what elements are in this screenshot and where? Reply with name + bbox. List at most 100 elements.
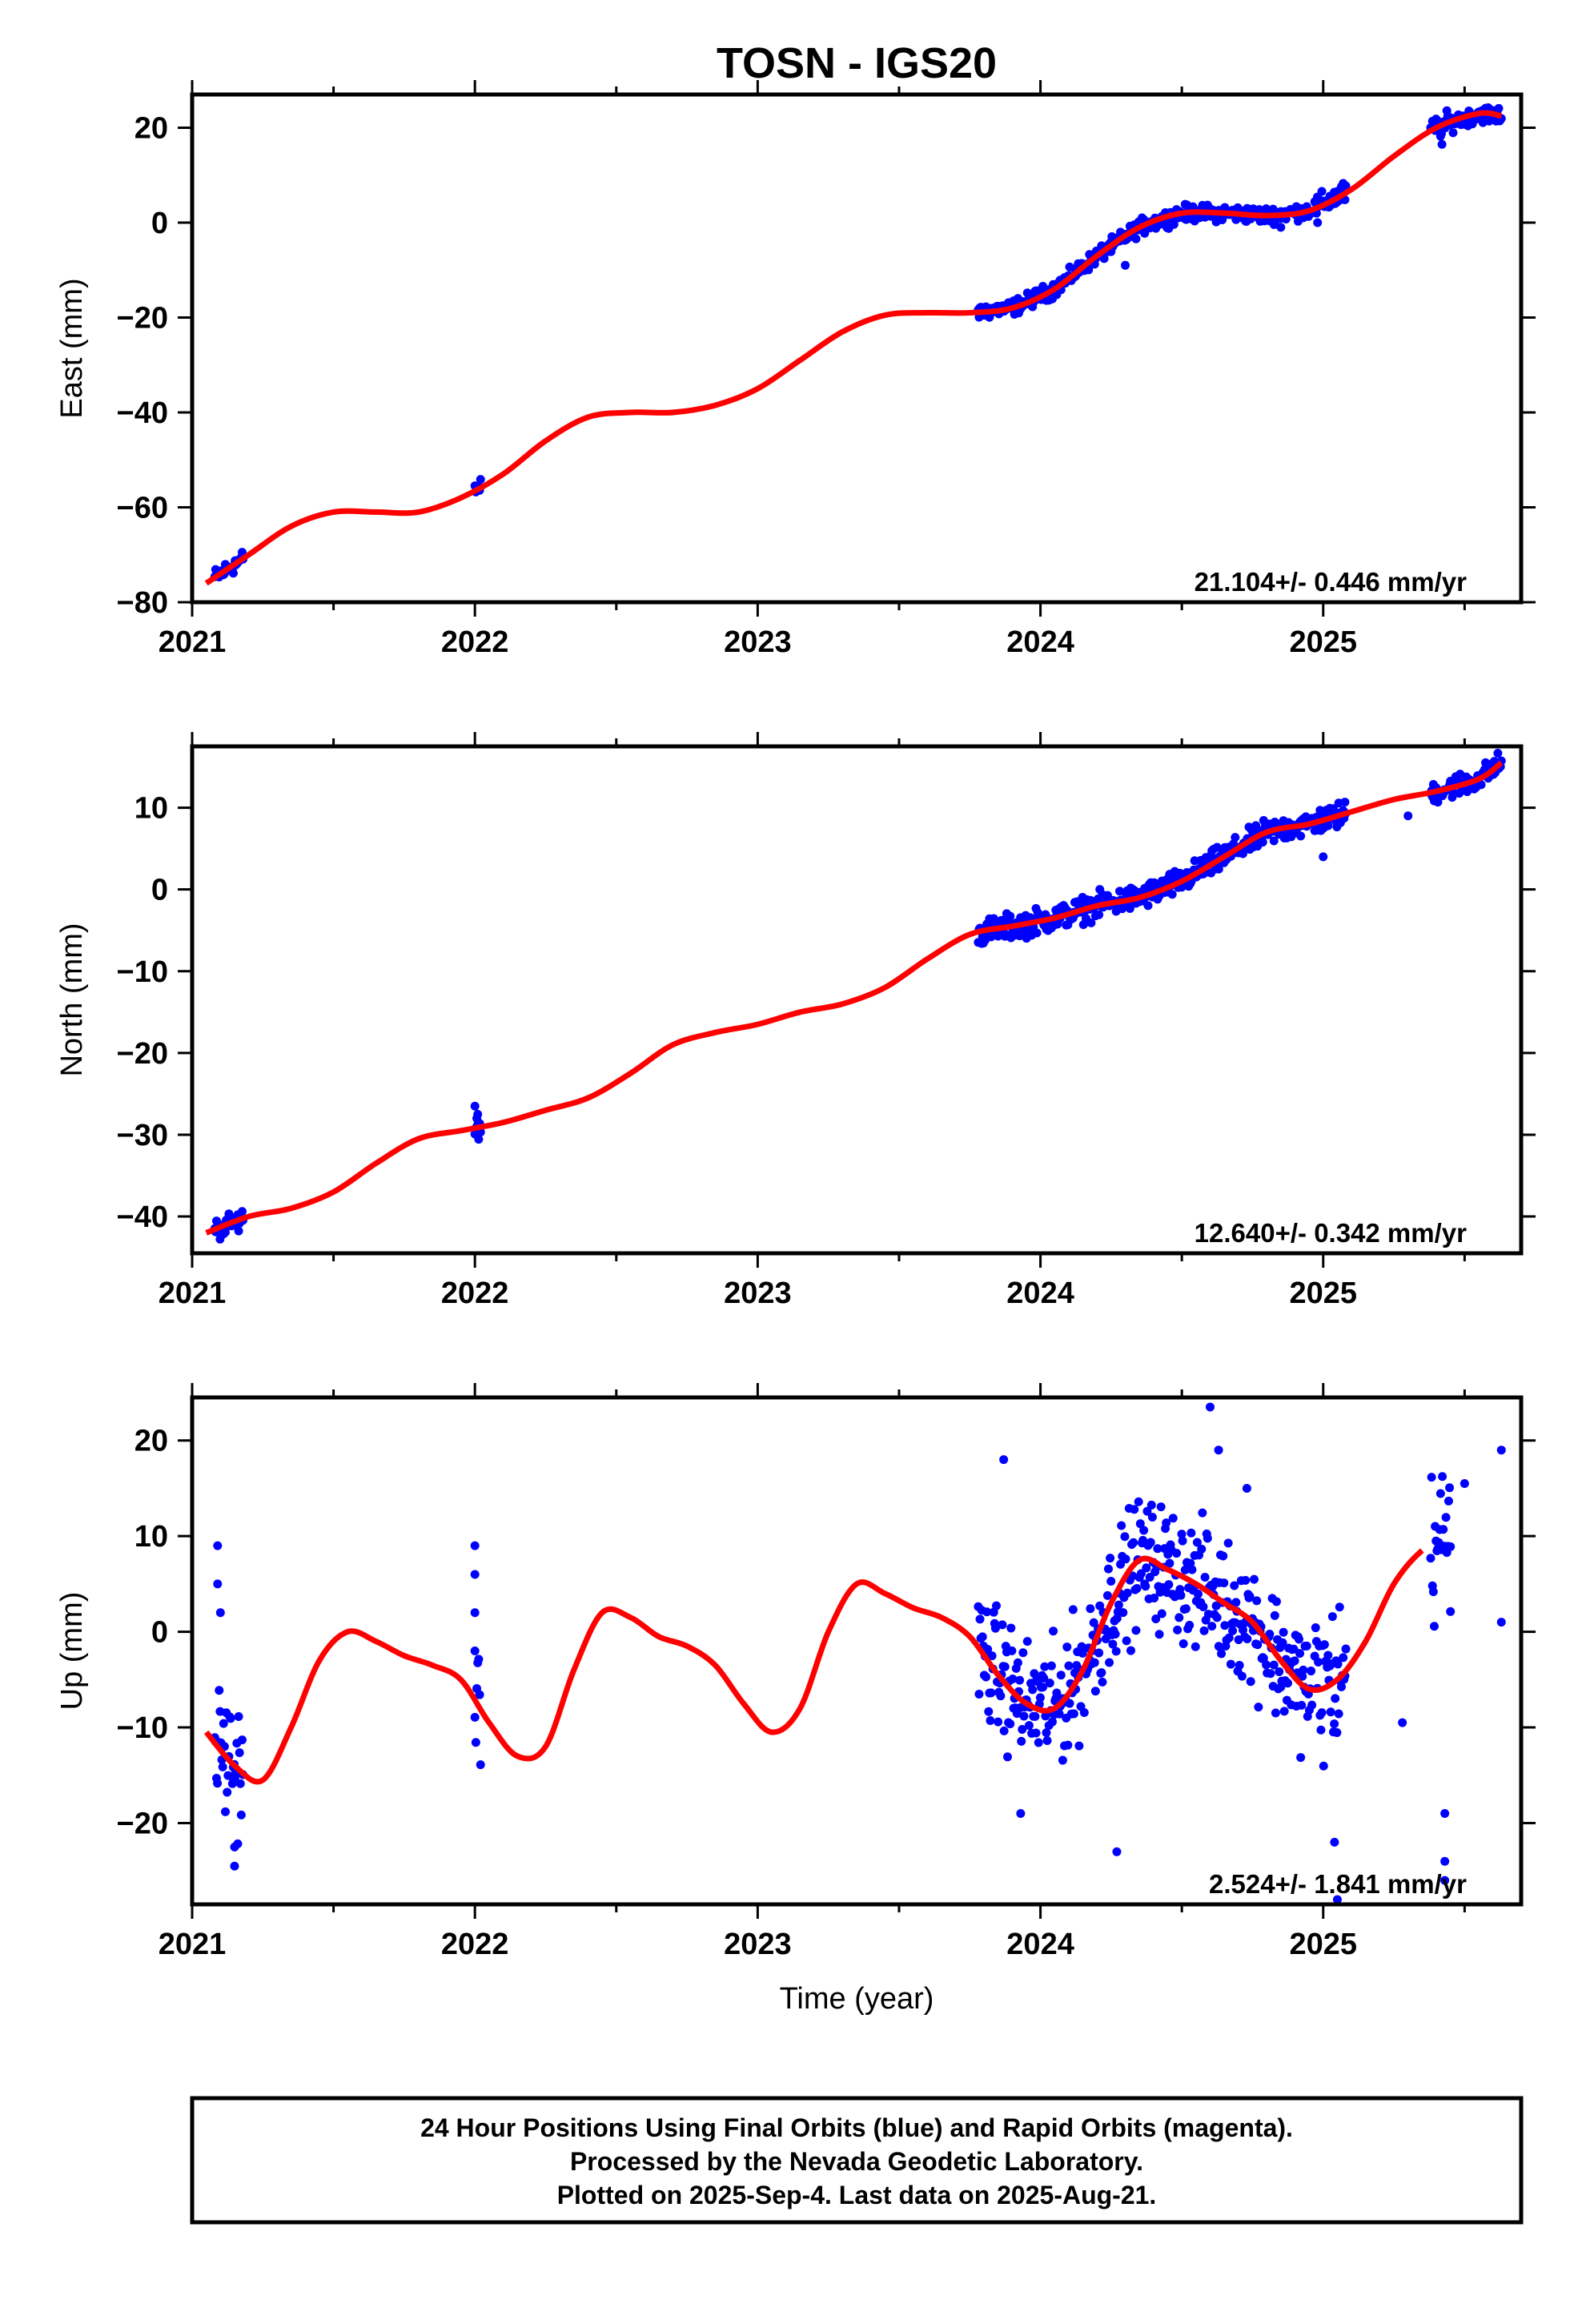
observation-point bbox=[1437, 139, 1447, 149]
observation-point bbox=[1455, 789, 1464, 798]
observation-point bbox=[1330, 1837, 1339, 1847]
observation-point bbox=[1279, 1707, 1289, 1716]
observation-point bbox=[1488, 0, 1497, 5]
observation-point bbox=[1448, 128, 1458, 138]
observation-point bbox=[1479, 0, 1488, 5]
observation-point bbox=[1205, 1402, 1215, 1412]
y-tick-label: −60 bbox=[117, 491, 168, 525]
y-tick-label: −40 bbox=[117, 396, 168, 430]
observation-point bbox=[1108, 1639, 1118, 1649]
observation-point bbox=[1002, 1752, 1012, 1762]
observation-point bbox=[1217, 1649, 1227, 1659]
observation-point bbox=[1443, 1496, 1453, 1506]
observation-point bbox=[1477, 0, 1486, 5]
observation-point bbox=[1111, 1647, 1121, 1656]
observation-point bbox=[1219, 1578, 1229, 1588]
observation-point bbox=[1311, 1623, 1320, 1633]
y-tick-label: 10 bbox=[135, 1520, 168, 1554]
data-marks bbox=[203, 0, 1506, 1904]
observation-point bbox=[1024, 1721, 1034, 1731]
observation-point bbox=[975, 1614, 985, 1624]
observation-point bbox=[1452, 0, 1461, 5]
observation-point bbox=[1058, 1755, 1067, 1765]
observation-point bbox=[1178, 1536, 1187, 1546]
observation-point bbox=[1249, 1574, 1259, 1584]
observation-point bbox=[1114, 1600, 1123, 1610]
observation-point bbox=[1466, 0, 1475, 5]
observation-point bbox=[1219, 1551, 1228, 1561]
data-marks bbox=[205, 748, 1506, 1244]
observation-point bbox=[1483, 0, 1492, 5]
observation-point bbox=[1089, 1618, 1098, 1627]
observation-point bbox=[1302, 1641, 1311, 1651]
y-tick-label: −80 bbox=[117, 586, 168, 620]
observation-point bbox=[1223, 1538, 1233, 1548]
observation-point bbox=[1452, 0, 1460, 5]
observation-point bbox=[1030, 1711, 1040, 1721]
observation-point bbox=[1496, 1618, 1506, 1627]
observation-point bbox=[1269, 836, 1279, 846]
observation-point bbox=[1490, 0, 1499, 5]
observation-point bbox=[1446, 1606, 1456, 1616]
observation-point bbox=[1214, 864, 1223, 874]
observation-point bbox=[473, 1109, 483, 1119]
observation-point bbox=[1156, 1502, 1166, 1512]
observation-point bbox=[1193, 1589, 1203, 1598]
observation-point bbox=[1323, 821, 1333, 830]
observation-point bbox=[982, 1672, 991, 1682]
observation-point bbox=[221, 1228, 230, 1237]
observation-point bbox=[1130, 1505, 1139, 1514]
y-tick-label: −20 bbox=[117, 1037, 168, 1071]
observation-point bbox=[1132, 1583, 1142, 1593]
observation-point bbox=[1472, 0, 1481, 5]
observation-point bbox=[1496, 0, 1505, 5]
observation-point bbox=[1146, 1538, 1155, 1547]
observation-point bbox=[230, 1842, 239, 1852]
observation-point bbox=[1435, 1489, 1445, 1498]
observation-point bbox=[1448, 0, 1457, 5]
observation-point bbox=[1491, 0, 1500, 5]
observation-point bbox=[1453, 0, 1462, 5]
observation-point bbox=[1220, 1621, 1230, 1630]
observation-point bbox=[1031, 1728, 1041, 1738]
observation-point bbox=[1046, 1661, 1056, 1671]
observation-point bbox=[1489, 0, 1498, 5]
observation-point bbox=[1440, 1876, 1450, 1885]
x-tick-label: 2023 bbox=[724, 1277, 792, 1310]
observation-point bbox=[1438, 1472, 1447, 1482]
observation-point bbox=[1331, 1694, 1340, 1703]
observation-point bbox=[1455, 0, 1464, 5]
observation-point bbox=[986, 1716, 995, 1726]
model-curve bbox=[204, 110, 1502, 586]
observation-point bbox=[1226, 1659, 1235, 1669]
observation-point bbox=[1039, 1673, 1049, 1683]
observation-point bbox=[1447, 0, 1456, 5]
observation-point bbox=[1482, 0, 1491, 5]
observation-point bbox=[974, 1689, 984, 1699]
observation-point bbox=[1476, 780, 1486, 790]
x-tick-label: 2023 bbox=[724, 1928, 792, 1961]
observation-point bbox=[1129, 1538, 1138, 1547]
y-tick-label: 0 bbox=[151, 1616, 168, 1650]
observation-point bbox=[1131, 1626, 1141, 1635]
observation-point bbox=[1199, 1602, 1208, 1611]
observation-point bbox=[1341, 181, 1351, 191]
observation-point bbox=[1276, 223, 1286, 232]
x-tick-label: 2021 bbox=[159, 1277, 227, 1310]
caption-line-3: Plotted on 2025-Sep-4. Last data on 2025… bbox=[557, 2181, 1157, 2209]
y-tick-label: −20 bbox=[117, 1807, 168, 1840]
observation-point bbox=[1446, 1542, 1456, 1551]
observation-point bbox=[1403, 811, 1413, 821]
observation-point bbox=[1323, 1651, 1333, 1660]
observation-point bbox=[1336, 1682, 1346, 1691]
observation-point bbox=[1040, 1662, 1050, 1671]
observation-point bbox=[1094, 1648, 1104, 1658]
observation-point bbox=[986, 1688, 996, 1698]
observation-point bbox=[1231, 833, 1240, 842]
observation-point bbox=[1228, 1626, 1238, 1635]
x-tick-label: 2022 bbox=[441, 625, 509, 659]
observation-point bbox=[228, 569, 238, 578]
observation-point bbox=[476, 1760, 485, 1770]
observation-point bbox=[1472, 0, 1480, 5]
observation-point bbox=[1241, 1575, 1251, 1585]
